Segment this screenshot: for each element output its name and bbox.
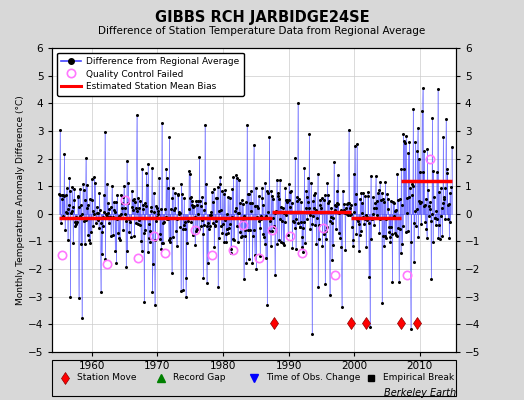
Y-axis label: Monthly Temperature Anomaly Difference (°C): Monthly Temperature Anomaly Difference (… [16,95,25,305]
Text: Record Gap: Record Gap [173,374,226,382]
Text: GIBBS RCH JARBIDGE24SE: GIBBS RCH JARBIDGE24SE [155,10,369,25]
Legend: Difference from Regional Average, Quality Control Failed, Estimated Station Mean: Difference from Regional Average, Qualit… [57,52,244,96]
Text: Station Move: Station Move [77,374,136,382]
Text: Difference of Station Temperature Data from Regional Average: Difference of Station Temperature Data f… [99,26,425,36]
Text: Time of Obs. Change: Time of Obs. Change [266,374,361,382]
Text: Empirical Break: Empirical Break [383,374,454,382]
Text: Berkeley Earth: Berkeley Earth [384,388,456,398]
